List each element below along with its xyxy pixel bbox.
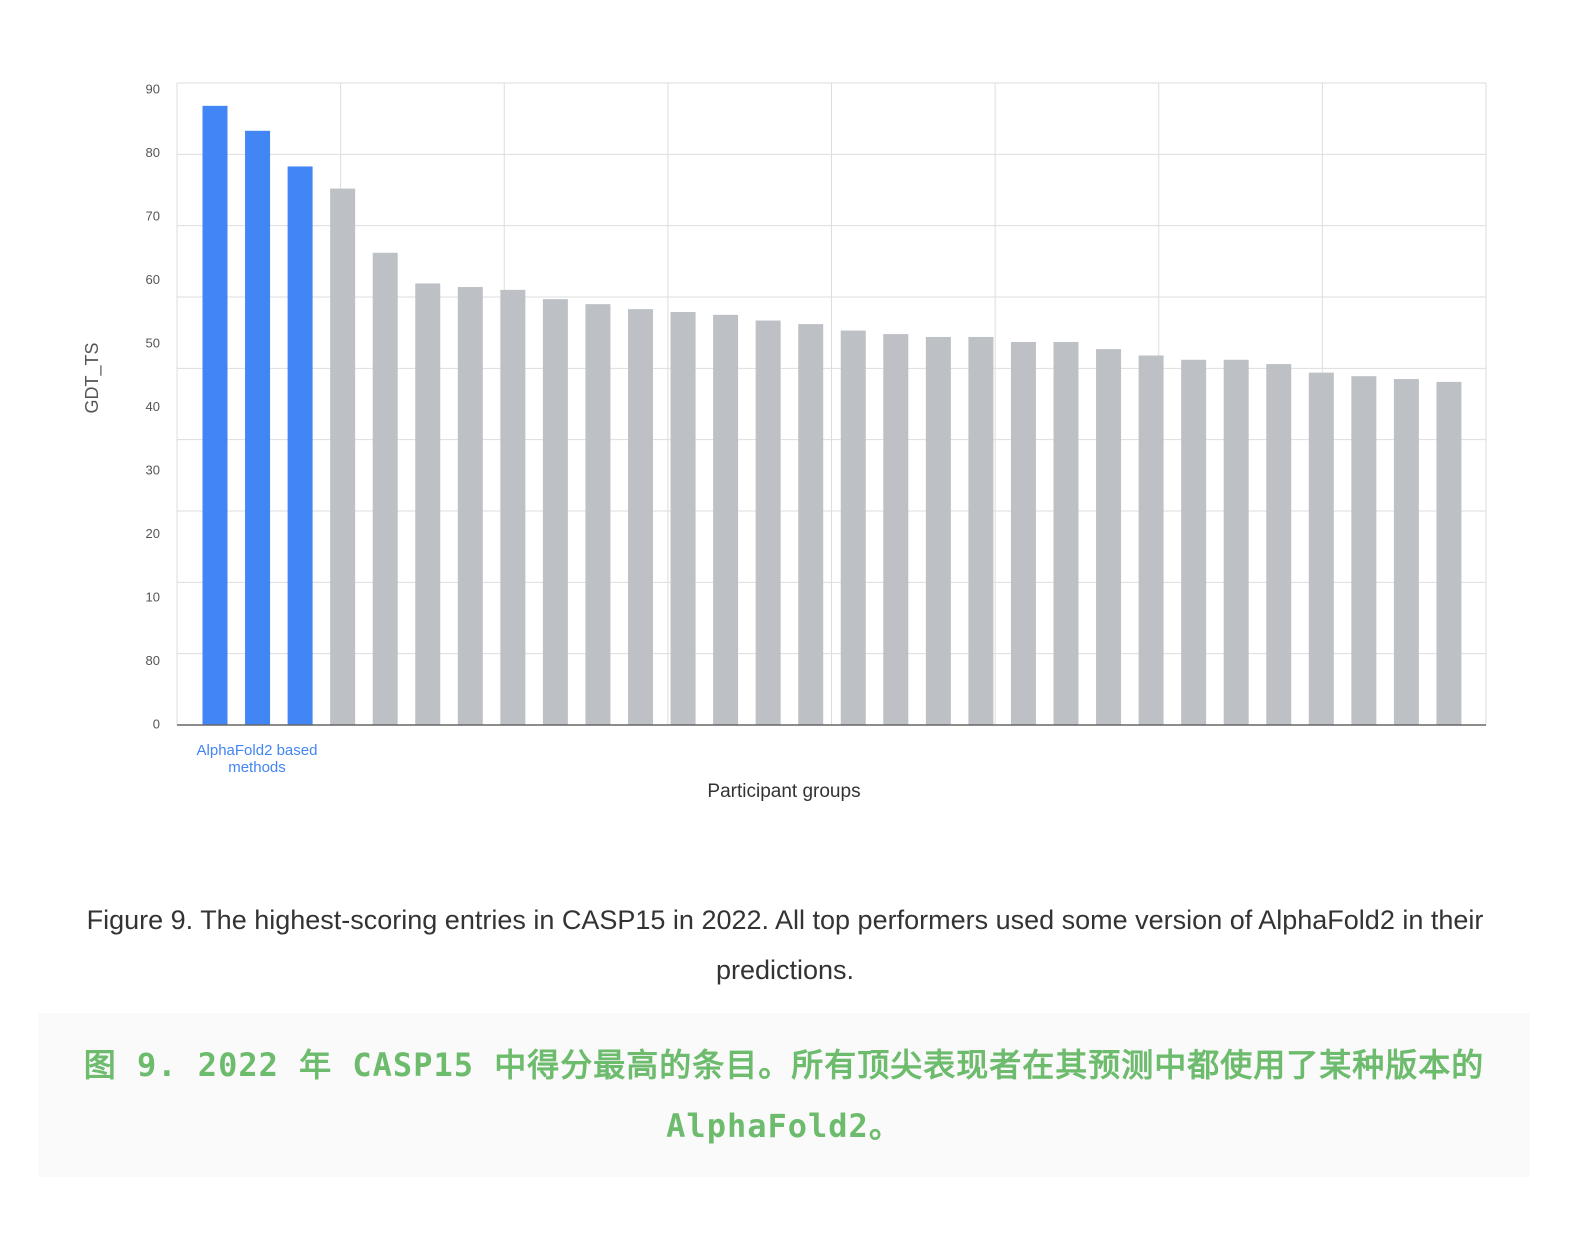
bar — [1351, 376, 1377, 725]
bar — [1053, 341, 1079, 725]
bar — [713, 314, 739, 725]
y-tick-label: 30 — [146, 462, 160, 477]
bar — [1223, 359, 1249, 725]
y-tick-label: 90 — [146, 82, 160, 97]
annotation: AlphaFold2 based methods — [196, 742, 318, 776]
bar — [1010, 341, 1036, 725]
bar — [585, 304, 611, 725]
bar — [542, 299, 568, 725]
translation: 图 9. 2022 年 CASP15 中得分最高的条目。所有顶尖表现者在其预测中… — [38, 1013, 1530, 1177]
bar — [1181, 359, 1207, 725]
y-tick-label: 0 — [153, 716, 160, 731]
bar — [202, 105, 228, 726]
bar — [1138, 355, 1164, 725]
bar — [457, 287, 483, 725]
bar — [755, 320, 781, 725]
bar — [330, 188, 356, 725]
bar — [1096, 349, 1122, 725]
bar — [1393, 379, 1419, 725]
y-tick-label: 50 — [146, 336, 160, 351]
bar — [968, 336, 994, 725]
bar — [883, 334, 909, 725]
chart: GDT_TS Participant groups 0 80 10 20 30 40 50 6… — [82, 82, 1487, 802]
y-tick-label: 70 — [146, 209, 160, 224]
bar — [415, 283, 441, 725]
y-tick-label: 80 — [146, 145, 160, 160]
bar — [798, 324, 824, 725]
y-tick-label: 20 — [146, 526, 160, 541]
bar — [287, 166, 313, 725]
bar — [840, 330, 866, 725]
bar — [372, 252, 398, 726]
bar — [1436, 381, 1462, 725]
x-axis-label: Participant groups — [707, 781, 860, 802]
y-tick-label: 10 — [146, 589, 160, 604]
bar — [925, 336, 951, 725]
y-axis-label: GDT_TS — [82, 342, 103, 413]
bar — [500, 289, 526, 725]
y-tick-label: 40 — [146, 399, 160, 414]
y-tick-label: 80 — [146, 653, 160, 668]
bar — [245, 130, 271, 725]
bar — [628, 309, 653, 725]
bar — [1266, 364, 1292, 725]
bar — [670, 311, 696, 725]
y-tick-label: 60 — [146, 272, 160, 287]
bar — [1308, 372, 1334, 725]
caption: Figure 9. The highest-scoring entries in… — [86, 905, 1484, 985]
